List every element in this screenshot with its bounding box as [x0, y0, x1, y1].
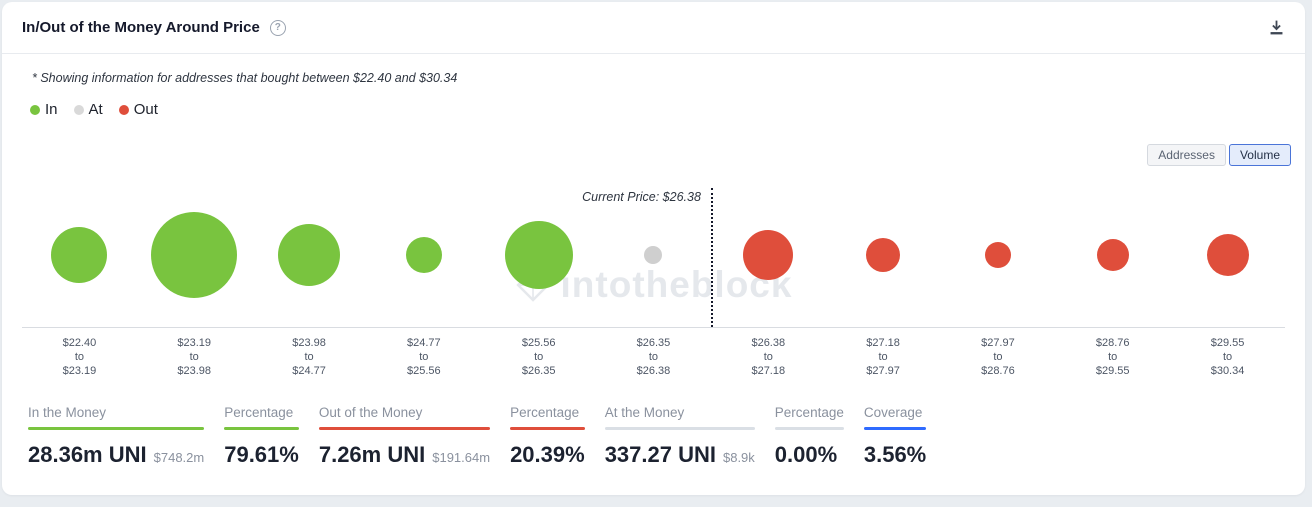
stat-coverage: Coverage 3.56% [863, 405, 927, 468]
bubble-cell [22, 182, 137, 327]
bubble-cell [1170, 182, 1285, 327]
stat-value: 20.39% [510, 442, 585, 467]
bubble[interactable] [644, 245, 663, 264]
stat-underline [604, 427, 755, 430]
stat-label: Percentage [224, 405, 294, 420]
view-toggle: Addresses Volume [1147, 144, 1291, 166]
stat-underline [28, 427, 205, 430]
bubble[interactable] [278, 223, 341, 286]
stat-underline [863, 427, 927, 430]
bubble-cell [1055, 182, 1170, 327]
tick-label: $24.77 to $25.56 [407, 337, 441, 377]
stat-secondary: $748.2m [153, 450, 205, 465]
stat-label: Coverage [863, 405, 923, 420]
at-dot-icon [73, 104, 84, 115]
bubble[interactable] [504, 220, 573, 289]
download-icon[interactable] [1268, 19, 1285, 36]
tick-label: $22.40 to $23.19 [62, 337, 97, 377]
bubble-chart: intotheblock Current Price: $26.38 [22, 182, 1285, 328]
tick-label: $25.56 to $26.35 [521, 337, 556, 377]
stat-value: 79.61% [224, 442, 299, 467]
bubble[interactable] [405, 236, 442, 273]
bubble[interactable] [866, 237, 901, 272]
bubble-cell [711, 182, 826, 327]
stat-value: 337.27 UNI [604, 442, 716, 467]
stat-value: 3.56% [863, 442, 927, 467]
stat-label: Out of the Money [318, 405, 423, 420]
current-price-line [710, 188, 713, 327]
bubble-row [22, 182, 1285, 327]
legend-label-in: In [45, 101, 58, 118]
in-out-money-widget: In/Out of the Money Around Price ? * Sho… [2, 2, 1305, 495]
help-icon[interactable]: ? [269, 19, 286, 36]
stat-at-percentage: Percentage 0.00% [774, 405, 844, 468]
tick-label: $23.98 to $24.77 [292, 337, 326, 377]
tick-label: $27.18 to $27.97 [866, 337, 900, 377]
stat-value: 28.36m UNI [28, 442, 147, 467]
stat-at-the-money: At the Money 337.27 UNI $8.9k [604, 405, 755, 468]
bubble[interactable] [151, 211, 238, 298]
tick-label: $26.38 to $27.18 [751, 337, 786, 377]
tick-label: $23.19 to $23.98 [177, 337, 212, 377]
x-axis-labels: $22.40 to $23.19 $23.19 to $23.98 $23.98 to $2… [22, 336, 1285, 378]
widget-header: In/Out of the Money Around Price ? [2, 2, 1305, 54]
bubble-cell [366, 182, 481, 327]
volume-button[interactable]: Volume [1228, 144, 1291, 166]
address-range-note: * Showing information for addresses that… [32, 71, 458, 85]
bubble-cell [596, 182, 711, 327]
stat-label: Percentage [774, 405, 844, 420]
stat-label: Percentage [510, 405, 580, 420]
page-title: In/Out of the Money Around Price [22, 19, 260, 36]
stat-underline [224, 427, 299, 430]
bubble[interactable] [1206, 233, 1249, 276]
tick-label: $27.97 to $28.76 [981, 337, 1015, 377]
stat-in-percentage: Percentage 79.61% [224, 405, 299, 468]
bubble-cell [252, 182, 367, 327]
stat-secondary: $191.64m [432, 450, 491, 465]
legend-label-at: At [88, 101, 103, 118]
out-dot-icon [118, 104, 129, 115]
bubble[interactable] [743, 229, 794, 280]
tick-label: $26.35 to $26.38 [636, 337, 671, 377]
legend-item-out[interactable]: Out [118, 101, 158, 118]
tick-label: $28.76 to $29.55 [1095, 337, 1130, 377]
stat-out-percentage: Percentage 20.39% [510, 405, 585, 468]
stat-underline [774, 427, 844, 430]
bubble[interactable] [984, 241, 1011, 268]
stat-out-of-the-money: Out of the Money 7.26m UNI $191.64m [318, 405, 491, 468]
stat-secondary: $8.9k [722, 450, 755, 465]
bubble[interactable] [51, 226, 108, 283]
bubble-cell [137, 182, 252, 327]
legend-item-in[interactable]: In [30, 101, 58, 118]
stat-value: 7.26m UNI [318, 442, 426, 467]
stat-value: 0.00% [774, 442, 838, 467]
bubble-cell [826, 182, 941, 327]
tick-label: $29.55 to $30.34 [1210, 337, 1245, 377]
in-dot-icon [30, 104, 40, 115]
bubble-cell [481, 182, 596, 327]
stat-underline [318, 427, 491, 430]
current-price-label: Current Price: $26.38 [582, 190, 701, 204]
bubble-cell [941, 182, 1056, 327]
stat-label: At the Money [604, 405, 685, 420]
addresses-button[interactable]: Addresses [1147, 144, 1226, 166]
stat-underline [510, 427, 585, 430]
summary-stats: In the Money 28.36m UNI $748.2m Percenta… [28, 405, 927, 468]
legend: In At Out [30, 101, 1305, 118]
legend-item-at[interactable]: At [73, 101, 103, 118]
legend-label-out: Out [133, 101, 158, 118]
bubble[interactable] [1096, 238, 1129, 271]
stat-in-the-money: In the Money 28.36m UNI $748.2m [28, 405, 205, 468]
stat-label: In the Money [28, 405, 107, 420]
